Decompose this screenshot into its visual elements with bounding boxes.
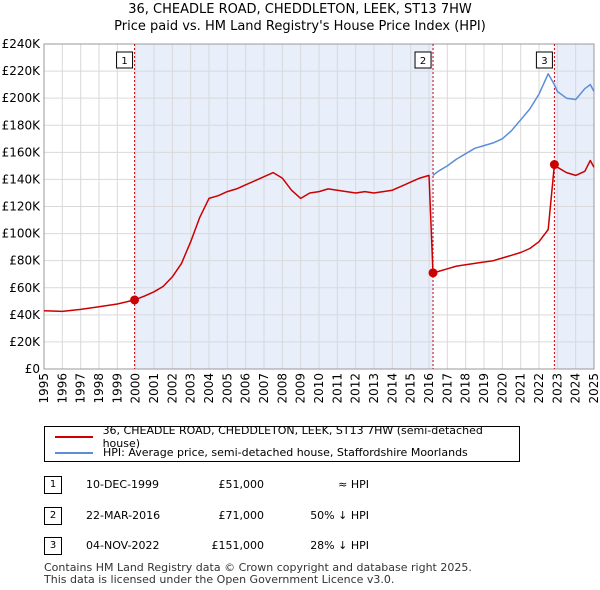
transaction-hpi: 28% ↓ HPI xyxy=(310,539,369,552)
y-tick-label: £200K xyxy=(2,91,42,105)
transaction-price: £71,000 xyxy=(218,509,265,522)
transaction-number: 2 xyxy=(44,507,62,525)
x-tick-label: 1996 xyxy=(55,373,69,404)
x-tick-label: 1999 xyxy=(110,373,124,404)
x-tick-label: 2018 xyxy=(459,373,473,404)
y-tick-label: £240K xyxy=(2,37,42,51)
annotation-box xyxy=(116,51,134,69)
x-tick-label: 2017 xyxy=(440,373,454,404)
x-tick-label: 2008 xyxy=(275,373,289,404)
x-tick-label: 2016 xyxy=(422,373,436,404)
x-tick-label: 2002 xyxy=(165,373,179,404)
sale-point xyxy=(428,268,438,278)
legend-item-hpi: HPI: Average price, semi-detached house,… xyxy=(55,445,468,460)
y-tick-label: £120K xyxy=(2,200,42,214)
transaction-date: 10-DEC-1999 xyxy=(86,478,160,491)
x-tick-label: 1995 xyxy=(37,373,51,404)
x-tick-label: 2005 xyxy=(220,373,234,404)
annotation-label: 3 xyxy=(541,56,547,67)
legend-swatch-hpi xyxy=(55,451,93,454)
chart-title: 36, CHEADLE ROAD, CHEDDLETON, LEEK, ST13… xyxy=(128,2,472,17)
transaction-number: 3 xyxy=(44,537,62,555)
x-tick-label: 2022 xyxy=(532,373,546,404)
y-tick-label: £40K xyxy=(9,308,41,322)
x-tick-label: 2003 xyxy=(184,373,198,404)
transaction-row: 3 04-NOV-2022 £151,000 28% ↓ HPI xyxy=(44,537,514,555)
sale-point xyxy=(130,295,140,305)
hpi-line xyxy=(432,73,595,176)
footer-licence: This data is licensed under the Open Gov… xyxy=(44,573,395,586)
x-tick-label: 2023 xyxy=(550,373,564,404)
y-tick-label: £0 xyxy=(25,362,40,376)
property-price-line xyxy=(43,159,595,313)
x-tick-label: 2013 xyxy=(367,373,381,404)
transaction-date: 22-MAR-2016 xyxy=(86,509,161,522)
chart-subtitle: Price paid vs. HM Land Registry's House … xyxy=(114,19,486,34)
sale-point xyxy=(549,160,559,170)
x-tick-label: 2010 xyxy=(312,373,326,404)
annotation-label: 1 xyxy=(121,56,127,67)
x-tick-label: 2007 xyxy=(257,373,271,404)
x-tick-label: 2024 xyxy=(569,373,583,404)
legend-label-property: 36, CHEADLE ROAD, CHEDDLETON, LEEK, ST13… xyxy=(102,423,483,450)
legend-item-property: 36, CHEADLE ROAD, CHEDDLETON, LEEK, ST13… xyxy=(55,424,519,450)
annotation-box xyxy=(535,51,553,69)
x-tick-label: 2012 xyxy=(349,373,363,404)
price-chart: £0 £20K £40K £60K £80K £100K £120K £140K £160K £1… xyxy=(2,37,600,404)
annotation-label: 2 xyxy=(420,56,426,67)
x-tick-label: 2014 xyxy=(385,373,399,404)
y-tick-label: £220K xyxy=(2,64,42,78)
x-tick-label: 1998 xyxy=(92,373,106,404)
transaction-hpi: 50% ↓ HPI xyxy=(310,509,369,522)
transaction-date: 04-NOV-2022 xyxy=(86,539,160,552)
x-tick-label: 2025 xyxy=(587,373,600,404)
y-tick-label: £20K xyxy=(9,335,41,349)
legend-label-hpi: HPI: Average price, semi-detached house,… xyxy=(103,446,468,459)
y-tick-label: £140K xyxy=(2,172,42,186)
x-tick-label: 2019 xyxy=(477,373,491,404)
y-tick-label: £60K xyxy=(9,281,41,295)
x-tick-label: 2004 xyxy=(202,373,216,404)
x-tick-label: 2006 xyxy=(239,373,253,404)
transaction-row: 2 22-MAR-2016 £71,000 50% ↓ HPI xyxy=(44,507,514,525)
y-tick-label: £100K xyxy=(2,227,42,241)
x-tick-label: 2011 xyxy=(330,373,344,404)
legend-swatch-property xyxy=(55,435,93,438)
x-tick-label: 1997 xyxy=(74,373,88,404)
x-tick-label: 2015 xyxy=(404,373,418,404)
x-tick-label: 2021 xyxy=(514,373,528,404)
y-tick-label: £80K xyxy=(9,254,41,268)
annotation-box xyxy=(414,51,432,69)
x-tick-label: 2009 xyxy=(294,373,308,404)
x-tick-label: 2000 xyxy=(129,373,143,404)
x-tick-label: 2020 xyxy=(495,373,509,404)
y-tick-label: £180K xyxy=(2,118,42,132)
legend: 36, CHEADLE ROAD, CHEDDLETON, LEEK, ST13… xyxy=(44,424,520,462)
x-tick-label: 2001 xyxy=(147,373,161,404)
transaction-row: 1 10-DEC-1999 £51,000 ≈ HPI xyxy=(44,476,514,494)
y-tick-label: £160K xyxy=(2,145,42,159)
transaction-price: £51,000 xyxy=(218,478,265,491)
footer-copyright: Contains HM Land Registry data © Crown c… xyxy=(44,561,472,574)
transaction-number: 1 xyxy=(44,476,62,494)
transaction-hpi: ≈ HPI xyxy=(338,478,369,491)
plot-frame xyxy=(43,43,595,370)
transaction-price: £151,000 xyxy=(211,539,265,552)
